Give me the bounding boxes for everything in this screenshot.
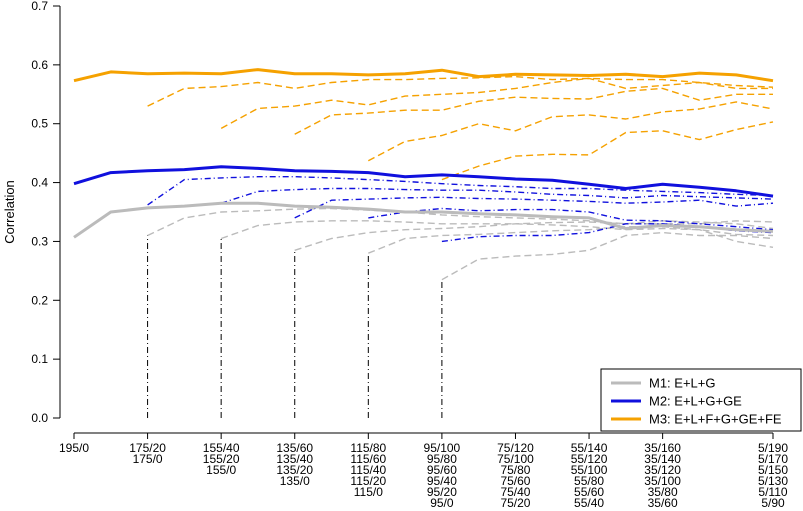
x-tick-label: 155/20	[203, 452, 240, 466]
series-line-m3-dashed	[294, 87, 773, 135]
x-tick-label: 35/120	[644, 463, 681, 477]
legend-label-m1: M1: E+L+G	[649, 376, 715, 391]
x-tick-label: 55/140	[571, 441, 608, 455]
series-line-m2-dashdot	[147, 175, 774, 206]
x-tick-label: 155/40	[203, 441, 240, 455]
x-tick-label: 75/20	[500, 496, 530, 510]
series-line-m1-solid	[73, 201, 774, 239]
x-tick-label: 55/120	[571, 452, 608, 466]
x-tick-label: 75/40	[500, 485, 530, 499]
legend-label-m2: M2: E+L+G+GE	[649, 394, 742, 409]
series-line-m3-dashed	[441, 121, 774, 181]
x-tick-label: 115/0	[354, 485, 383, 499]
x-tick-label: 135/20	[276, 463, 313, 477]
x-tick-label: 55/40	[574, 496, 604, 510]
series-line-m1-dashed	[441, 231, 774, 281]
x-tick-label: 55/60	[574, 485, 604, 499]
legend: M1: E+L+G M2: E+L+G+GE M3: E+L+F+G+GE+FE	[600, 368, 802, 432]
y-axis-title: Correlation	[2, 180, 17, 244]
y-tick-label: 0.5	[31, 117, 48, 131]
x-tick-label: 155/0	[206, 463, 236, 477]
x-tick-label: 75/60	[500, 474, 530, 488]
y-tick-label: 0.7	[31, 0, 48, 13]
x-tick-label: 5/130	[758, 474, 788, 488]
series-line-m2-solid	[73, 165, 774, 198]
x-tick-label: 95/60	[427, 463, 457, 477]
x-tick-label: 95/40	[427, 474, 457, 488]
series-line-m3-dashed	[147, 75, 774, 107]
y-tick-label: 0.3	[31, 234, 48, 248]
x-tick-label: 35/100	[644, 474, 681, 488]
x-tick-label: 35/60	[648, 496, 678, 510]
x-tick-label: 35/140	[644, 452, 681, 466]
y-tick-label: 0.0	[31, 411, 48, 425]
x-tick-label: 75/100	[497, 452, 534, 466]
series-line-m3-solid	[73, 68, 774, 83]
series-line-m2-dashdot	[441, 223, 774, 243]
series-line-m1-dashed	[368, 225, 774, 254]
x-tick-label: 35/80	[648, 485, 678, 499]
x-tick-label: 115/40	[350, 463, 386, 477]
series-line-m2-dashdot	[220, 187, 774, 204]
axes: 0.0 0.1 0.2 0.3 0.4 0.5 0.6 0.7 Correlation 195/0…	[2, 0, 788, 510]
x-tick-label: 135/40	[276, 452, 313, 466]
series-line-m3-dashed	[220, 77, 773, 130]
x-tick-label: 5/110	[758, 485, 787, 499]
x-tick-label: 35/160	[644, 441, 681, 455]
y-tick-label: 0.6	[31, 58, 48, 72]
x-tick-label: 115/20	[350, 474, 386, 488]
series-lines	[73, 68, 774, 281]
y-tick-label: 0.2	[31, 293, 48, 307]
x-tick-label: 95/0	[430, 496, 454, 510]
series-line-m2-dashdot	[294, 196, 774, 219]
x-tick-label: 5/150	[758, 463, 788, 477]
x-tick-label: 115/80	[350, 441, 386, 455]
x-tick-label: 115/60	[350, 452, 386, 466]
x-tick-label: 135/60	[276, 441, 313, 455]
x-tick-label: 175/0	[133, 452, 163, 466]
x-tick-label: 5/190	[758, 441, 788, 455]
x-tick-label: 95/20	[427, 485, 457, 499]
x-tick-label: 5/170	[758, 452, 788, 466]
x-tick-label: 95/100	[424, 441, 461, 455]
vertical-markers	[147, 235, 443, 418]
y-tick-label: 0.1	[31, 352, 48, 366]
legend-label-m3: M3: E+L+F+G+GE+FE	[649, 412, 782, 427]
series-line-m2-dashdot	[368, 207, 774, 231]
x-tick-label: 75/80	[500, 463, 530, 477]
y-tick-label: 0.4	[31, 176, 48, 190]
x-tick-label: 5/90	[761, 496, 785, 510]
x-tick-label: 75/120	[497, 441, 534, 455]
x-tick-label: 135/0	[280, 474, 310, 488]
x-tick-label: 195/0	[59, 441, 89, 455]
series-line-m1-dashed	[220, 220, 774, 240]
x-tick-label: 95/80	[427, 452, 457, 466]
x-tick-label: 55/80	[574, 474, 604, 488]
x-tick-label: 175/20	[129, 441, 166, 455]
series-line-m3-dashed	[367, 101, 774, 162]
x-tick-label: 55/100	[571, 463, 608, 477]
